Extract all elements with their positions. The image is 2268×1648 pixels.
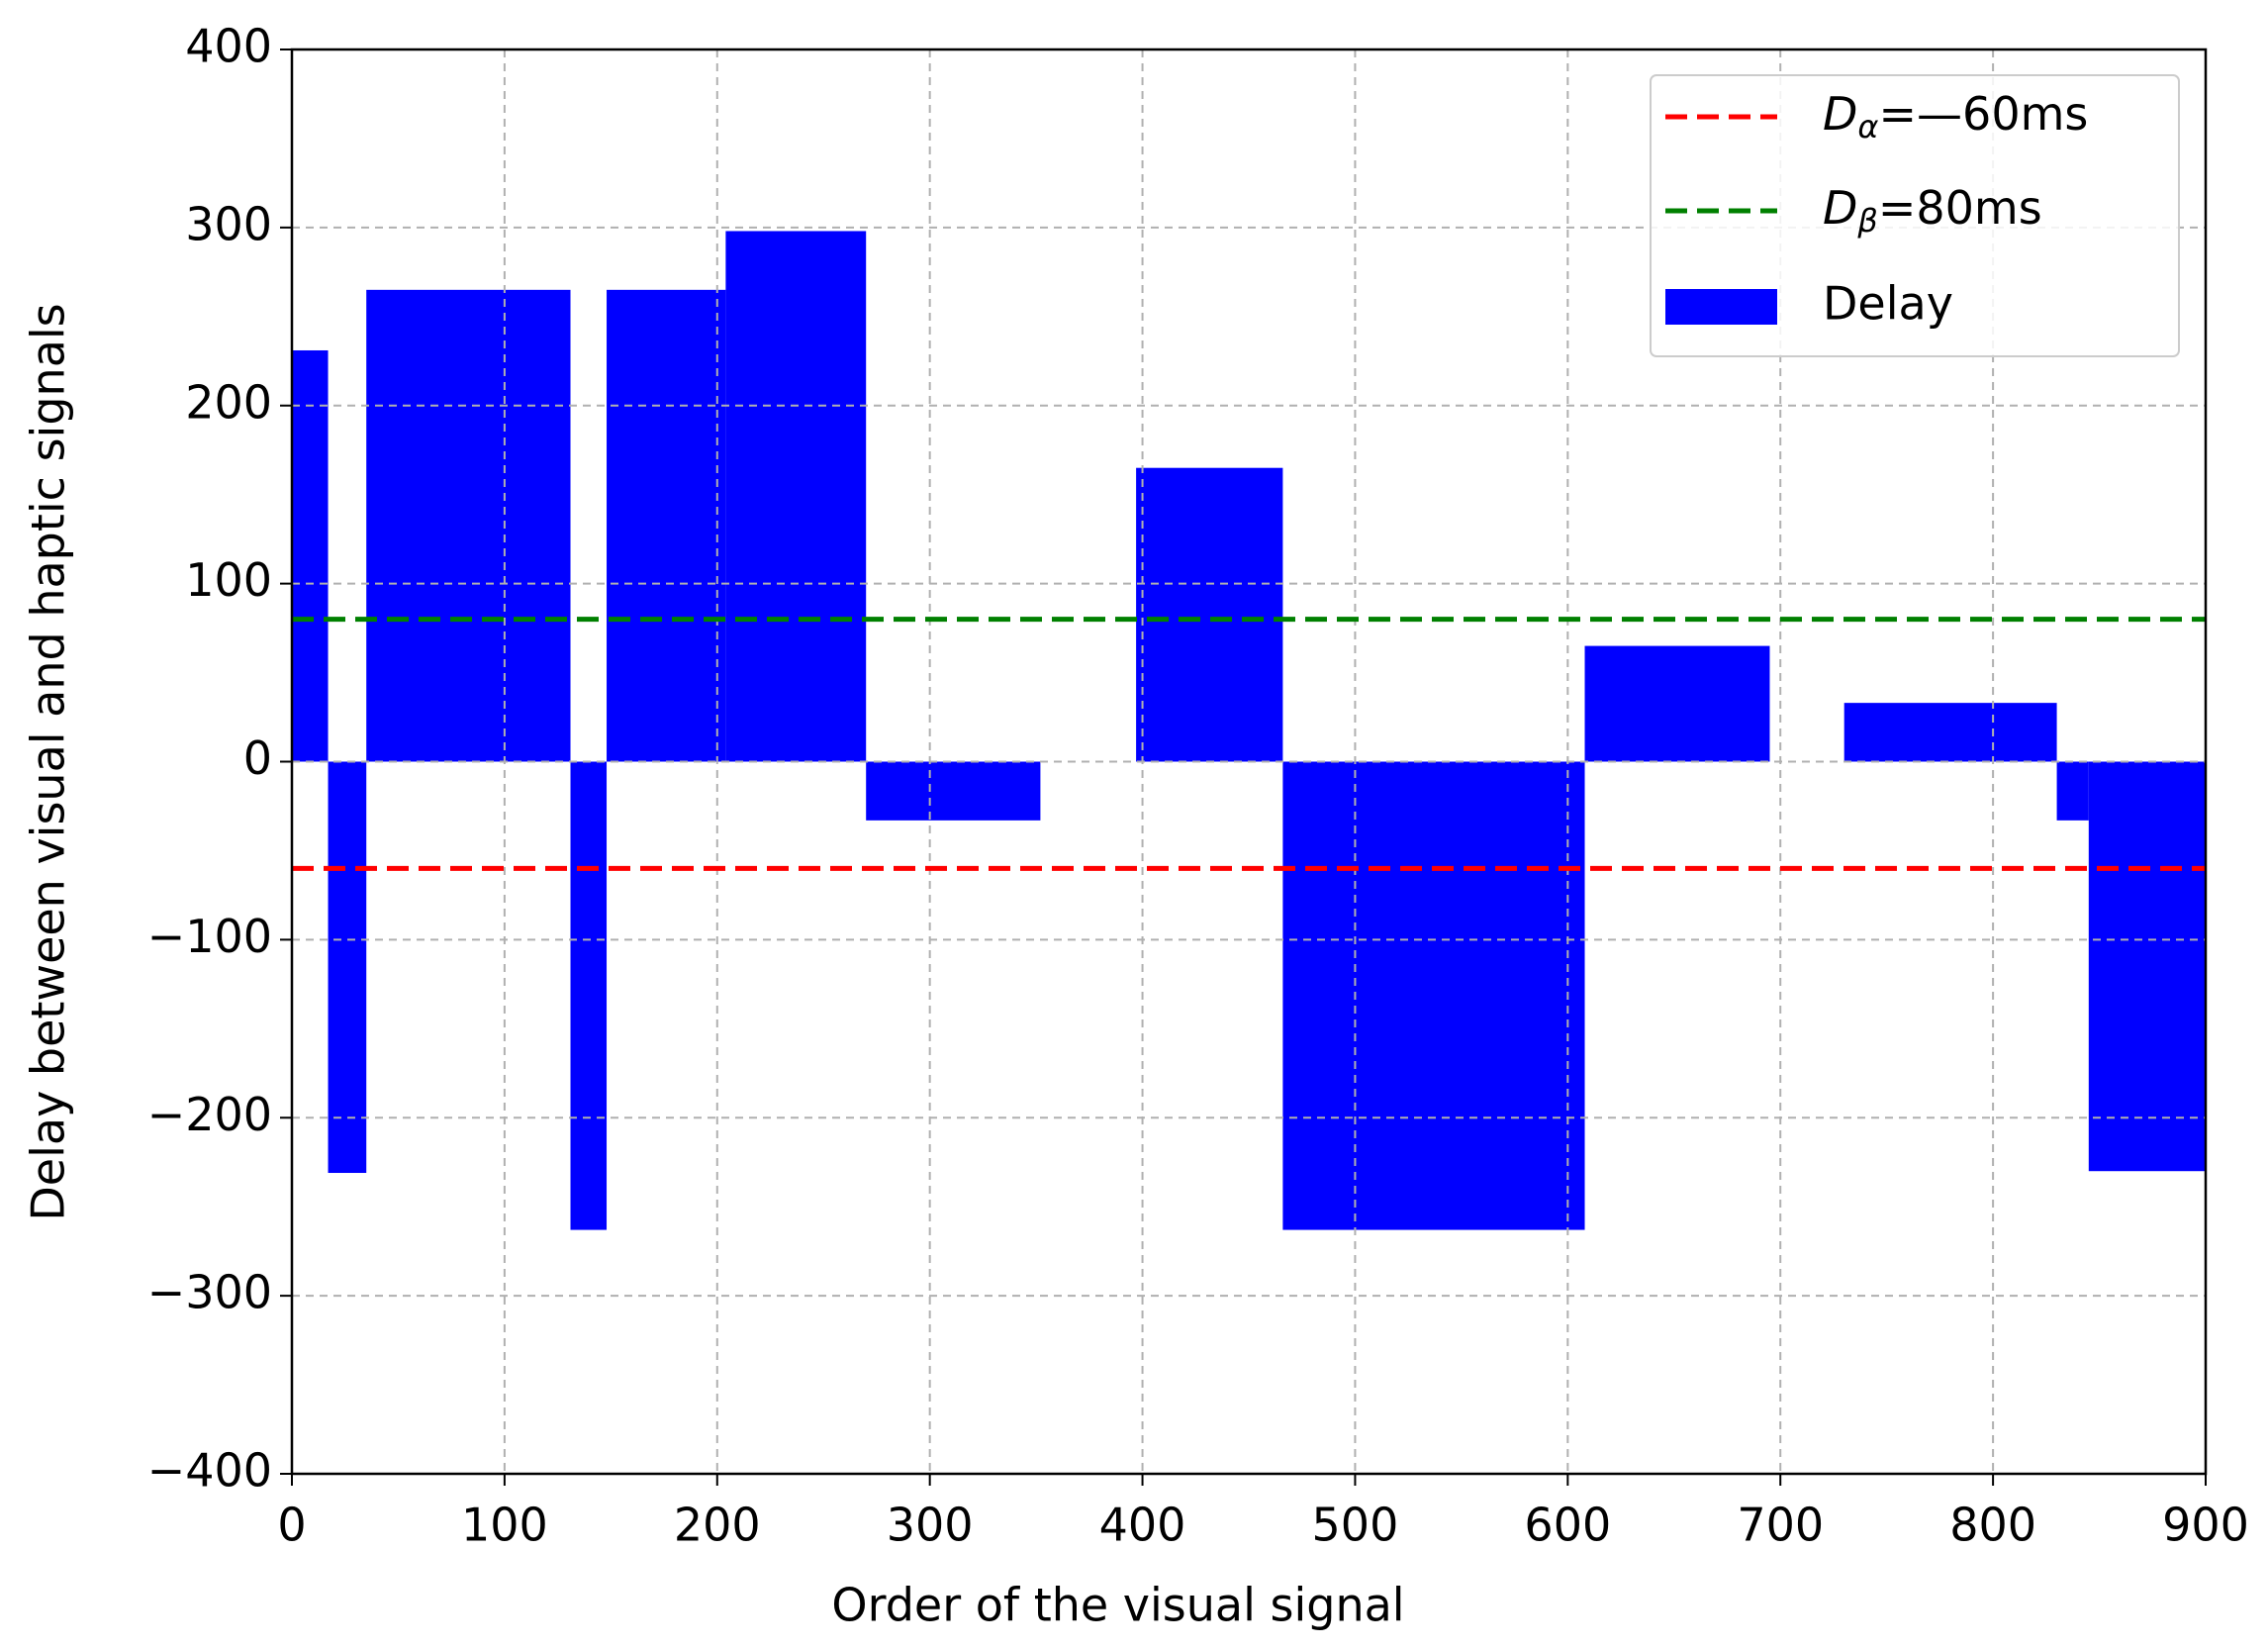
legend-label-part: D [1823, 87, 1857, 141]
plot-frame [290, 48, 2208, 1476]
bar [1136, 467, 1283, 762]
x-tick-label: 200 [674, 1499, 761, 1552]
x-tick-label: 700 [1737, 1499, 1824, 1552]
y-tick-label: 100 [185, 553, 272, 607]
x-tick-label: 900 [2162, 1499, 2249, 1552]
bar [1282, 761, 1585, 1230]
bar [570, 761, 608, 1230]
x-tick-label: 100 [461, 1499, 548, 1552]
legend-label-part: =—60ms [1879, 87, 2089, 141]
x-tick-label: 0 [277, 1499, 306, 1552]
legend-swatch [1665, 289, 1777, 325]
bar [607, 289, 726, 762]
bar [366, 289, 571, 762]
bar [1584, 645, 1770, 762]
legend-label-part: D [1823, 181, 1857, 235]
y-tick-label: 0 [243, 731, 272, 785]
x-tick-label: 800 [1949, 1499, 2036, 1552]
y-tick-label: −300 [147, 1266, 272, 1319]
bar [866, 761, 1041, 821]
y-tick-label: −100 [147, 910, 272, 963]
bar [328, 761, 367, 1174]
legend-label: Dα=—60ms [1823, 87, 2088, 146]
y-tick-label: 400 [185, 20, 272, 73]
y-tick-label: −200 [147, 1088, 272, 1141]
legend-box [1650, 74, 2180, 357]
x-tick-label: 400 [1099, 1499, 1186, 1552]
x-axis-label: Order of the visual signal [831, 1579, 1404, 1632]
bar [725, 231, 867, 762]
y-tick-label: 300 [185, 197, 272, 250]
x-tick-label: 500 [1312, 1499, 1399, 1552]
legend-label-part: =80ms [1878, 181, 2042, 235]
legend-label: Dβ=80ms [1823, 181, 2042, 241]
bar [2088, 761, 2206, 1172]
legend-label: Delay [1823, 277, 1953, 331]
y-tick-label: 200 [185, 375, 272, 429]
legend-label-part: β [1856, 202, 1877, 240]
bar [2056, 761, 2089, 821]
x-tick-label: 300 [887, 1499, 974, 1552]
x-tick-label: 600 [1524, 1499, 1611, 1552]
y-tick-label: −400 [147, 1444, 272, 1498]
bar [1843, 703, 2057, 762]
y-axis-label: Delay between visual and haptic signals [22, 303, 75, 1220]
legend-label-part: α [1857, 108, 1878, 145]
bar [292, 349, 329, 762]
